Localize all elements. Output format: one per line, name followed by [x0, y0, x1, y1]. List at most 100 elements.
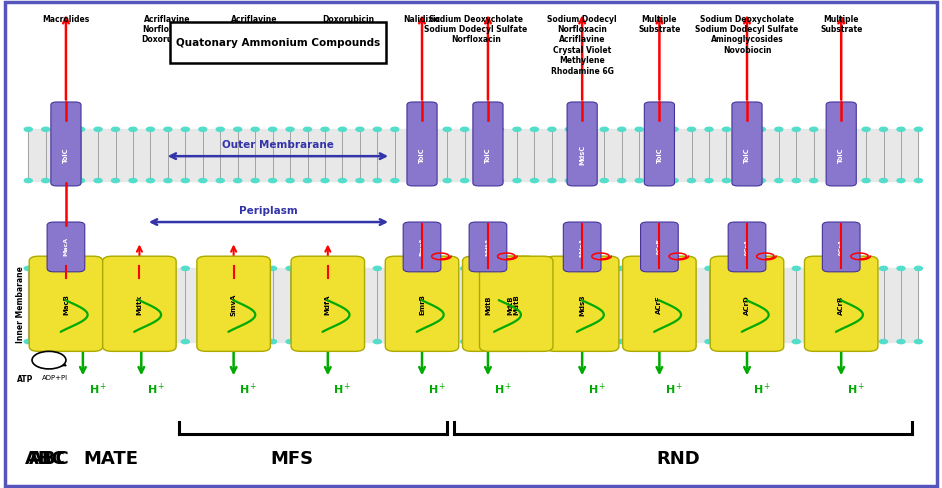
- Circle shape: [915, 340, 922, 344]
- Circle shape: [530, 179, 539, 183]
- Text: H$^+$: H$^+$: [753, 382, 771, 397]
- Text: H$^+$: H$^+$: [89, 382, 107, 397]
- Text: MFS: MFS: [270, 450, 314, 468]
- Circle shape: [862, 340, 870, 344]
- Circle shape: [548, 127, 556, 131]
- FancyBboxPatch shape: [822, 222, 860, 272]
- Text: H$^+$: H$^+$: [147, 382, 166, 397]
- Circle shape: [792, 179, 801, 183]
- Circle shape: [513, 179, 521, 183]
- Text: Mdtk: Mdtk: [137, 295, 142, 315]
- Circle shape: [635, 179, 643, 183]
- Circle shape: [618, 340, 625, 344]
- Circle shape: [426, 340, 433, 344]
- Circle shape: [164, 340, 171, 344]
- Text: TolC: TolC: [63, 147, 69, 163]
- Circle shape: [775, 179, 783, 183]
- Circle shape: [739, 340, 748, 344]
- Circle shape: [443, 266, 451, 270]
- Circle shape: [845, 127, 853, 131]
- Text: Periplasm: Periplasm: [239, 206, 298, 216]
- Circle shape: [182, 340, 189, 344]
- Circle shape: [583, 179, 591, 183]
- Circle shape: [338, 266, 347, 270]
- Circle shape: [723, 127, 730, 131]
- Circle shape: [182, 266, 189, 270]
- Text: TolC: TolC: [419, 147, 425, 163]
- Circle shape: [146, 340, 154, 344]
- Circle shape: [757, 340, 765, 344]
- Circle shape: [303, 266, 312, 270]
- Circle shape: [880, 127, 887, 131]
- Circle shape: [479, 127, 486, 131]
- Circle shape: [408, 266, 416, 270]
- Circle shape: [234, 266, 242, 270]
- FancyBboxPatch shape: [563, 222, 601, 272]
- Circle shape: [862, 266, 870, 270]
- Text: MdtB: MdtB: [485, 295, 491, 315]
- Circle shape: [495, 179, 504, 183]
- Circle shape: [810, 127, 818, 131]
- Circle shape: [146, 127, 154, 131]
- FancyBboxPatch shape: [103, 256, 176, 351]
- Circle shape: [653, 340, 660, 344]
- FancyBboxPatch shape: [623, 256, 696, 351]
- Circle shape: [688, 266, 695, 270]
- Circle shape: [915, 266, 922, 270]
- FancyBboxPatch shape: [567, 102, 597, 186]
- Circle shape: [321, 340, 329, 344]
- Circle shape: [705, 127, 713, 131]
- Circle shape: [268, 266, 277, 270]
- Circle shape: [792, 266, 801, 270]
- Circle shape: [391, 127, 398, 131]
- Circle shape: [845, 340, 853, 344]
- Circle shape: [146, 179, 154, 183]
- Circle shape: [513, 340, 521, 344]
- Circle shape: [373, 340, 382, 344]
- Text: Acriflavine
Norfloxacin
Doxorubicin: Acriflavine Norfloxacin Doxorubicin: [141, 15, 194, 44]
- Circle shape: [338, 340, 347, 344]
- Circle shape: [111, 340, 120, 344]
- Text: MdtA: MdtA: [485, 238, 491, 256]
- Circle shape: [321, 179, 329, 183]
- Circle shape: [688, 127, 695, 131]
- Circle shape: [548, 340, 556, 344]
- Circle shape: [391, 179, 398, 183]
- Text: ACrB: ACrB: [838, 295, 844, 315]
- Text: TolC: TolC: [744, 147, 750, 163]
- Circle shape: [76, 179, 85, 183]
- Circle shape: [775, 340, 783, 344]
- Text: Inner Membarane: Inner Membarane: [16, 266, 25, 344]
- Circle shape: [723, 266, 730, 270]
- Circle shape: [268, 340, 277, 344]
- Circle shape: [845, 179, 853, 183]
- Circle shape: [897, 179, 905, 183]
- Circle shape: [827, 340, 836, 344]
- Circle shape: [600, 127, 609, 131]
- Circle shape: [164, 266, 171, 270]
- Circle shape: [321, 266, 329, 270]
- Circle shape: [391, 340, 398, 344]
- Circle shape: [635, 340, 643, 344]
- Text: Macrolides: Macrolides: [42, 15, 89, 23]
- Circle shape: [94, 266, 102, 270]
- Circle shape: [479, 340, 486, 344]
- Circle shape: [479, 266, 486, 270]
- Circle shape: [880, 179, 887, 183]
- Circle shape: [670, 179, 678, 183]
- Circle shape: [600, 340, 609, 344]
- FancyBboxPatch shape: [473, 102, 503, 186]
- FancyBboxPatch shape: [469, 222, 507, 272]
- FancyBboxPatch shape: [170, 22, 386, 63]
- Circle shape: [461, 266, 468, 270]
- Text: Acriflavine
Ethidibymide
Malachite Green
Pyromin B: Acriflavine Ethidibymide Malachite Green…: [219, 15, 290, 55]
- Circle shape: [688, 340, 695, 344]
- Circle shape: [757, 127, 765, 131]
- Circle shape: [373, 179, 382, 183]
- Circle shape: [408, 340, 416, 344]
- Text: H$^+$: H$^+$: [333, 382, 352, 397]
- Circle shape: [408, 179, 416, 183]
- Circle shape: [59, 179, 67, 183]
- Circle shape: [252, 127, 259, 131]
- FancyBboxPatch shape: [51, 102, 81, 186]
